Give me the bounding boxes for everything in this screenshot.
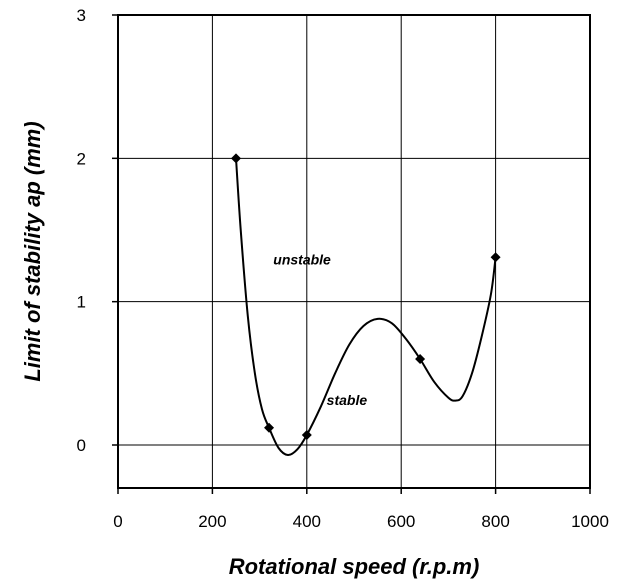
y-axis-title: Limit of stability ap (mm) — [20, 121, 45, 381]
x-tick-label: 0 — [113, 512, 122, 531]
series-curve — [235, 158, 497, 457]
data-point-marker — [490, 252, 501, 263]
grid — [118, 15, 590, 488]
annotation-label: unstable — [273, 251, 331, 267]
x-tick-label: 1000 — [571, 512, 609, 531]
tick-labels: 0 200 400 600 800 1000 0 1 2 3 — [77, 6, 609, 531]
x-tick-label: 800 — [481, 512, 509, 531]
annotations: unstable stable — [273, 251, 367, 407]
y-tick-label: 1 — [77, 293, 86, 312]
data-point-marker — [264, 422, 275, 433]
data-point-marker — [231, 153, 241, 164]
x-axis-title: Rotational speed (r.p.m) — [229, 554, 480, 579]
series-markers — [231, 153, 501, 440]
annotation-label: stable — [327, 392, 368, 408]
y-tick-label: 2 — [77, 149, 86, 168]
data-point-marker — [415, 354, 426, 364]
plot-frame — [117, 14, 591, 489]
x-tick-label: 600 — [387, 512, 415, 531]
y-tick-label: 3 — [77, 6, 86, 25]
x-tick-label: 200 — [198, 512, 226, 531]
y-tick-label: 0 — [77, 436, 86, 455]
data-point-marker — [301, 429, 312, 440]
x-tick-label: 400 — [293, 512, 321, 531]
